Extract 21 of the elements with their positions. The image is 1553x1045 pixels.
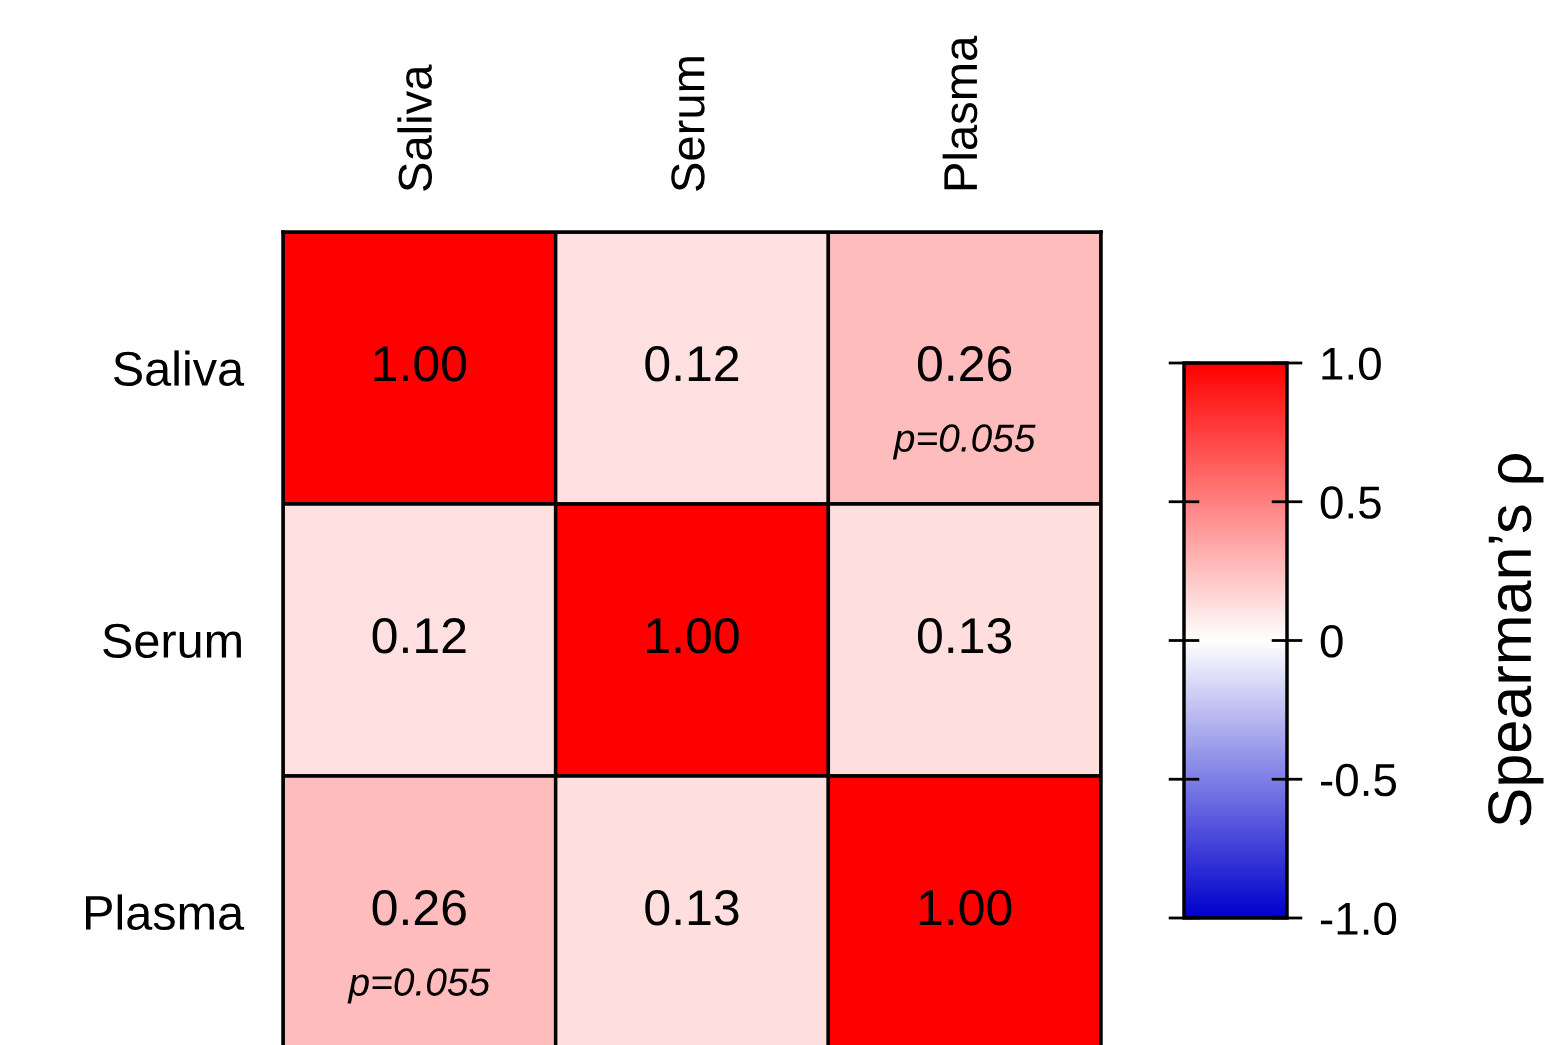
data-label: 1.00	[919, 890, 1012, 926]
color-bar-label: -0.5	[1320, 763, 1396, 797]
x-tick-label: Serum	[671, 57, 705, 191]
data-label: 0.12	[372, 618, 466, 654]
data-label: 0.13	[645, 890, 739, 926]
data-label: 0.12	[645, 346, 739, 382]
x-tick-label: Plasma	[942, 35, 978, 190]
y-tick-label: Saliva	[113, 350, 245, 387]
color-bar-label: -1.0	[1320, 902, 1397, 936]
y-tick-label: Serum	[103, 623, 241, 659]
color-bar-label: 0	[1320, 625, 1343, 658]
data-label: 1.00	[374, 346, 467, 382]
x-tick-label: Saliva	[397, 64, 433, 191]
y-tick-label: Plasma	[86, 894, 245, 931]
color-bar-label: 1.0	[1322, 347, 1381, 381]
data-label: 0.26 p=0.055	[892, 346, 1036, 460]
data-label: 0.13	[917, 618, 1012, 654]
data-label: 1.00	[647, 618, 739, 654]
data-label: 0.26 p=0.055	[347, 890, 491, 1004]
color-bar-label: 0.5	[1320, 486, 1381, 519]
color-bar-title: Spearman’s ρ	[1488, 454, 1544, 826]
